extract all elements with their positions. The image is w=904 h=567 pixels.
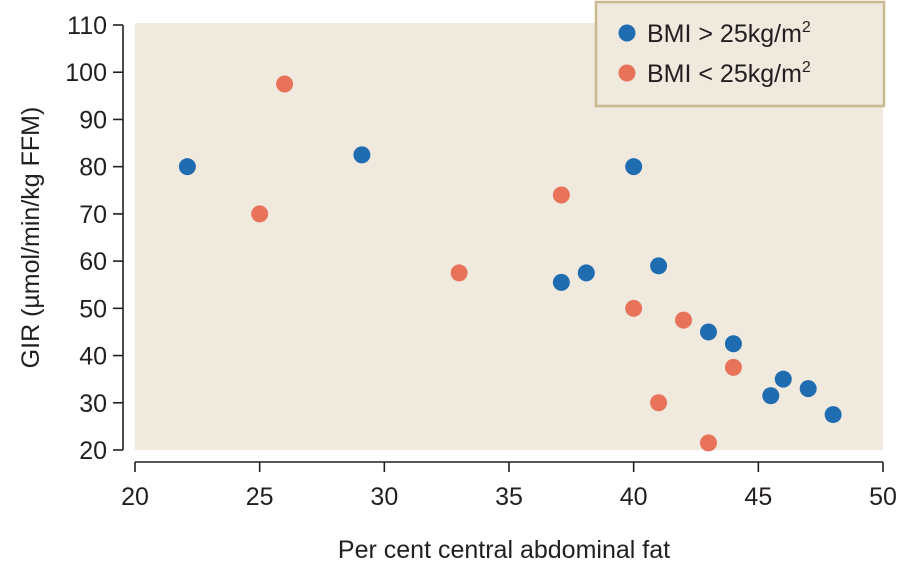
data-point-bmi-over-25 (699, 323, 717, 341)
y-tick-label: 30 (79, 390, 107, 418)
data-point-bmi-over-25 (762, 387, 780, 405)
y-axis: 20 30 40 50 60 70 80 90 100 110 (65, 12, 124, 465)
data-point-bmi-under-25 (552, 186, 570, 204)
data-point-bmi-over-25 (824, 406, 842, 424)
legend: BMI > 25kg/m2 BMI < 25kg/m2 (594, 0, 886, 108)
data-point-bmi-over-25 (353, 146, 371, 164)
data-point-bmi-under-25 (625, 299, 643, 317)
data-point-bmi-under-25 (450, 264, 468, 282)
x-axis: 20 25 30 35 40 45 50 (121, 461, 897, 511)
data-point-bmi-under-25 (699, 434, 717, 452)
legend-label-bmi-over-25: BMI > 25kg/m2 (647, 19, 811, 48)
y-tick-label: 80 (79, 154, 107, 182)
data-point-bmi-under-25 (675, 311, 693, 329)
data-point-bmi-over-25 (178, 158, 196, 176)
data-point-bmi-over-25 (774, 370, 792, 388)
x-tick-label: 50 (869, 483, 897, 511)
x-tick-label: 45 (744, 483, 772, 511)
legend-label-bmi-under-25: BMI < 25kg/m2 (647, 59, 811, 88)
data-points (178, 75, 842, 452)
legend-marker-bmi-over-25 (618, 24, 636, 42)
x-tick-label: 30 (370, 483, 398, 511)
legend-label-superscript: 2 (802, 59, 811, 76)
legend-label-main: BMI < 25kg/m (647, 60, 802, 88)
y-axis-title: GIR (µmol/min/kg FFM) (17, 107, 45, 369)
y-tick-label: 60 (79, 248, 107, 276)
data-point-bmi-over-25 (625, 158, 643, 176)
data-point-bmi-over-25 (577, 264, 595, 282)
y-tick-label: 100 (65, 59, 107, 87)
y-tick-label: 40 (79, 343, 107, 371)
data-point-bmi-over-25 (799, 380, 817, 398)
data-point-bmi-under-25 (650, 394, 668, 412)
data-point-bmi-under-25 (724, 358, 742, 376)
y-tick-label: 50 (79, 295, 107, 323)
legend-label-main: BMI > 25kg/m (647, 20, 802, 48)
y-tick-label: 90 (79, 106, 107, 134)
legend-box (594, 0, 886, 108)
y-tick-label: 20 (79, 437, 107, 465)
x-tick-label: 20 (121, 483, 149, 511)
data-point-bmi-under-25 (251, 205, 269, 223)
x-axis-title: Per cent central abdominal fat (338, 536, 670, 564)
y-tick-label: 110 (67, 12, 107, 40)
x-tick-label: 40 (620, 483, 648, 511)
y-tick-label: 70 (79, 201, 107, 229)
legend-marker-bmi-under-25 (618, 64, 636, 82)
x-tick-label: 25 (246, 483, 274, 511)
data-point-bmi-over-25 (724, 335, 742, 353)
data-point-bmi-over-25 (552, 273, 570, 291)
x-tick-label: 35 (495, 483, 523, 511)
legend-label-superscript: 2 (802, 19, 811, 36)
data-point-bmi-under-25 (276, 75, 294, 93)
data-point-bmi-over-25 (650, 257, 668, 275)
